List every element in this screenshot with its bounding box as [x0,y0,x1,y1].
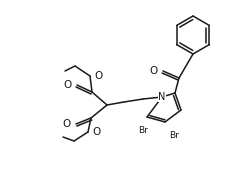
Text: O: O [150,66,158,76]
Text: Br: Br [138,126,148,135]
Text: O: O [63,119,71,129]
Text: O: O [92,127,100,137]
Text: Br: Br [169,131,179,140]
Text: O: O [64,80,72,90]
Text: O: O [94,71,102,81]
Text: N: N [158,92,166,102]
